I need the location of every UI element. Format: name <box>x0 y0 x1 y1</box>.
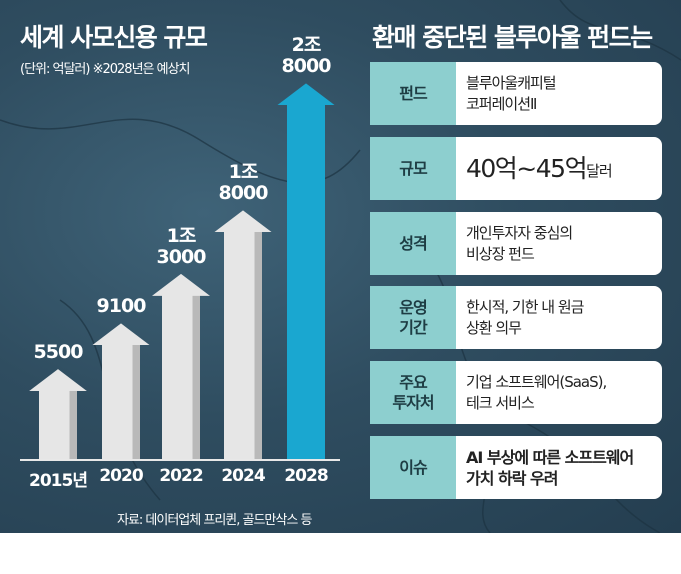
row-value-line: 한시적, 기한 내 원금 <box>466 297 584 316</box>
row-value-line: AI 부상에 따른 소프트웨어 <box>466 447 634 467</box>
row-label: 성격 <box>370 212 456 275</box>
row-value-line: 개인투자자 중심의 <box>466 223 573 242</box>
table-title: 환매 중단된 블루아울 펀드는 <box>372 23 653 52</box>
row-investments: 주요 투자처 기업 소프트웨어(SaaS), 테크 서비스 <box>370 361 662 424</box>
row-value-line: 가치 하락 우려 <box>466 468 558 488</box>
x-tick-label: 2015년 <box>29 471 88 491</box>
bar-2024: 1조 8000 <box>214 162 272 459</box>
bar-body <box>224 231 262 459</box>
bar-arrow-head <box>152 273 210 296</box>
x-tick-label: 2022 <box>159 466 203 486</box>
bar-value-label: 2조 8000 <box>281 34 332 78</box>
bar-2020: 9100 <box>92 296 150 459</box>
row-value-line: 상환 의무 <box>466 318 522 337</box>
x-tick-label: 2024 <box>221 466 265 486</box>
row-label: 주요 투자처 <box>370 361 456 424</box>
row-size: 규모 40억~45억 달러 <box>370 137 662 200</box>
row-label: 운영 기간 <box>370 286 456 349</box>
source-note: 자료: 데이터업체 프리퀸, 골드만삭스 등 <box>117 513 312 528</box>
bar-2028: 2조 8000 <box>277 35 335 459</box>
chart-subtitle: (단위: 억달러) ※2028년은 예상치 <box>20 62 190 77</box>
bar-2022: 1조 3000 <box>152 225 210 459</box>
baseline <box>20 459 340 461</box>
row-value-line: 블루아울캐피털 <box>466 73 557 92</box>
bar-body <box>39 390 77 459</box>
bar-value-label: 5500 <box>33 341 84 364</box>
bar-arrow-head <box>214 210 272 233</box>
x-tick-label: 2020 <box>99 466 143 486</box>
row-value-line: 코퍼레이션Ⅱ <box>466 94 537 113</box>
bar-arrow-head <box>92 323 150 346</box>
row-issue: 이슈 AI 부상에 따른 소프트웨어 가치 하락 우려 <box>370 436 662 499</box>
row-value-line: 비상장 펀드 <box>466 244 535 263</box>
row-label: 규모 <box>370 137 456 200</box>
row-label: 펀드 <box>370 62 456 125</box>
bar-body <box>162 294 200 459</box>
bar-value-label: 9100 <box>96 295 147 318</box>
bar-arrow-head <box>277 83 335 106</box>
bar-value-label: 1조 8000 <box>218 161 269 205</box>
bar-2015년: 5500 <box>29 342 87 459</box>
row-label: 이슈 <box>370 436 456 499</box>
x-tick-label: 2028 <box>284 466 328 486</box>
row-value-line: 테크 서비스 <box>466 393 535 412</box>
bar-arrow-head <box>29 369 87 392</box>
chart-title: 세계 사모신용 규모 <box>20 23 208 52</box>
row-value-line: 기업 소프트웨어(SaaS), <box>466 372 607 391</box>
size-value: 40억~45억 <box>466 154 588 183</box>
bar-value-label: 1조 3000 <box>156 224 207 268</box>
bar-body <box>287 104 325 459</box>
bar-body <box>102 344 140 459</box>
size-unit: 달러 <box>586 162 613 180</box>
